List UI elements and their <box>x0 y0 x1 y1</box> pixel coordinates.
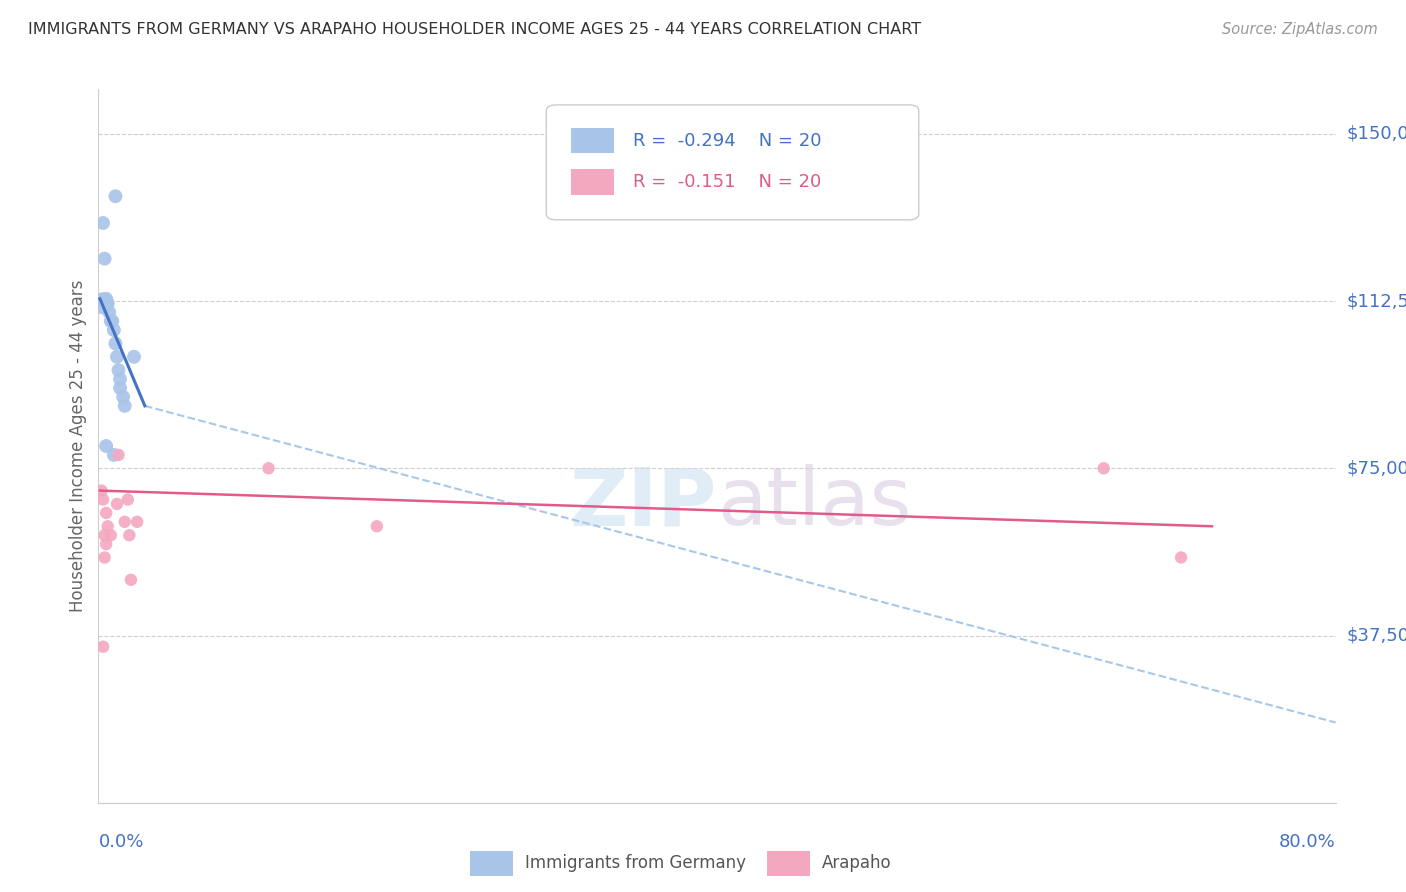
Point <box>107 363 129 377</box>
Text: $112,500: $112,500 <box>1347 292 1406 310</box>
Point <box>112 390 135 404</box>
Point <box>93 550 115 565</box>
Point <box>104 189 127 203</box>
Text: R =  -0.151    N = 20: R = -0.151 N = 20 <box>633 173 821 191</box>
Text: atlas: atlas <box>717 464 911 542</box>
Point <box>105 497 128 511</box>
Point <box>97 519 120 533</box>
Point <box>103 448 125 462</box>
FancyBboxPatch shape <box>571 169 614 194</box>
Text: Source: ZipAtlas.com: Source: ZipAtlas.com <box>1222 22 1378 37</box>
Point <box>93 252 115 266</box>
Point <box>1170 550 1192 565</box>
Point <box>96 506 118 520</box>
Point <box>97 296 120 310</box>
Point <box>98 305 121 319</box>
Point <box>117 492 139 507</box>
Y-axis label: Householder Income Ages 25 - 44 years: Householder Income Ages 25 - 44 years <box>69 280 87 612</box>
Point <box>91 296 114 310</box>
Text: $75,000: $75,000 <box>1347 459 1406 477</box>
Point <box>90 483 112 498</box>
Text: R =  -0.294    N = 20: R = -0.294 N = 20 <box>633 132 821 150</box>
Text: 0.0%: 0.0% <box>98 833 143 851</box>
Text: ZIP: ZIP <box>569 464 717 542</box>
Text: $37,500: $37,500 <box>1347 626 1406 645</box>
Point <box>120 573 142 587</box>
Point <box>103 323 125 337</box>
Point <box>114 515 136 529</box>
FancyBboxPatch shape <box>470 851 513 876</box>
Point <box>118 528 141 542</box>
Point <box>91 216 114 230</box>
Point <box>114 399 136 413</box>
Point <box>91 492 114 507</box>
Point <box>366 519 388 533</box>
Point <box>104 336 127 351</box>
Text: $150,000: $150,000 <box>1347 125 1406 143</box>
Point <box>91 640 114 654</box>
Point <box>93 528 115 542</box>
Point <box>108 381 131 395</box>
Point <box>100 528 122 542</box>
Point <box>122 350 145 364</box>
FancyBboxPatch shape <box>547 105 918 219</box>
Text: Arapaho: Arapaho <box>823 855 891 872</box>
Point <box>96 292 118 306</box>
FancyBboxPatch shape <box>571 128 614 153</box>
Point <box>96 439 118 453</box>
Point <box>96 537 118 551</box>
Point <box>108 372 131 386</box>
Point <box>105 350 128 364</box>
Point <box>101 314 124 328</box>
Point <box>100 314 122 328</box>
FancyBboxPatch shape <box>766 851 810 876</box>
Point <box>107 448 129 462</box>
Text: Immigrants from Germany: Immigrants from Germany <box>526 855 747 872</box>
Text: 80.0%: 80.0% <box>1279 833 1336 851</box>
Point <box>1092 461 1115 475</box>
Point <box>127 515 149 529</box>
Point <box>257 461 280 475</box>
Text: IMMIGRANTS FROM GERMANY VS ARAPAHO HOUSEHOLDER INCOME AGES 25 - 44 YEARS CORRELA: IMMIGRANTS FROM GERMANY VS ARAPAHO HOUSE… <box>28 22 921 37</box>
